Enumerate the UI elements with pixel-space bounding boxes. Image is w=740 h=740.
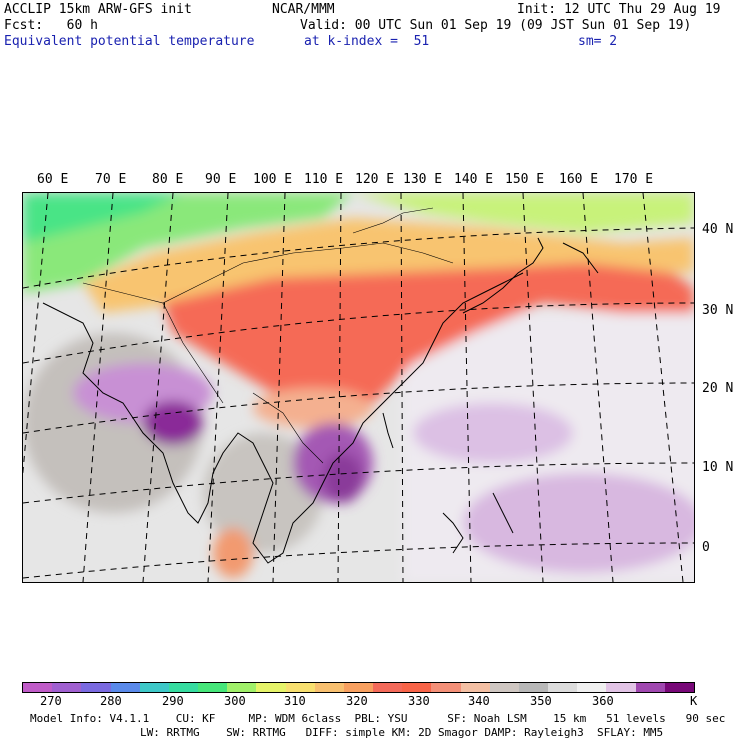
model-info-line2: LW: RRTMG SW: RRTMG DIFF: simple KM: 2D … xyxy=(140,726,664,739)
lon-label: 120 E xyxy=(355,172,395,187)
colorbar-swatch xyxy=(314,683,344,692)
colorbar-tick: 330 xyxy=(408,694,430,708)
lat-label: 40 N xyxy=(702,222,734,237)
colorbar-swatch xyxy=(256,683,286,692)
colorbar-tick: 320 xyxy=(346,694,368,708)
colorbar-swatch xyxy=(460,683,490,692)
colorbar-tick: 310 xyxy=(284,694,306,708)
colorbar xyxy=(22,682,695,693)
colorbar-tick: 350 xyxy=(530,694,552,708)
model-title: ACCLIP 15km ARW-GFS init xyxy=(4,2,192,17)
colorbar-swatch xyxy=(81,683,111,692)
lon-label: 100 E xyxy=(253,172,293,187)
lat-label: 0 xyxy=(702,540,710,555)
colorbar-tick: 290 xyxy=(162,694,184,708)
colorbar-swatch xyxy=(110,683,140,692)
lon-label: 70 E xyxy=(95,172,127,187)
map-canvas xyxy=(23,193,694,582)
level-label: at k-index = 51 xyxy=(304,34,430,49)
colorbar-swatch xyxy=(606,683,636,692)
lon-label: 170 E xyxy=(614,172,654,187)
colorbar-swatch xyxy=(139,683,169,692)
field-name: Equivalent potential temperature xyxy=(4,34,255,49)
longitude-labels: 60 E 70 E 80 E 90 E 100 E 110 E 120 E 13… xyxy=(0,172,740,188)
colorbar-unit: K xyxy=(690,694,698,708)
colorbar-swatch xyxy=(285,683,315,692)
lon-label: 90 E xyxy=(205,172,237,187)
forecast-hour: Fcst: 60 h xyxy=(4,18,98,33)
colorbar-swatch xyxy=(52,683,82,692)
borders xyxy=(82,207,454,464)
colorbar-tick: 340 xyxy=(468,694,490,708)
colorbar-tick: 270 xyxy=(40,694,62,708)
colorbar-swatch xyxy=(23,683,53,692)
lon-label: 140 E xyxy=(454,172,494,187)
colorbar-swatch xyxy=(431,683,461,692)
colorbar-swatch xyxy=(489,683,519,692)
colorbar-swatch xyxy=(548,683,578,692)
lon-label: 80 E xyxy=(152,172,184,187)
coastlines xyxy=(42,237,599,564)
lon-label: 60 E xyxy=(37,172,69,187)
field-shading xyxy=(23,193,694,582)
init-time: Init: 12 UTC Thu 29 Aug 19 xyxy=(517,2,721,17)
lon-label: 110 E xyxy=(304,172,344,187)
colorbar-swatch xyxy=(198,683,228,692)
colorbar-swatch xyxy=(635,683,665,692)
lat-label: 30 N xyxy=(702,303,734,318)
colorbar-swatch xyxy=(518,683,549,692)
theta-e-map xyxy=(22,192,695,583)
model-info-line1: Model Info: V4.1.1 CU: KF MP: WDM 6class… xyxy=(30,712,726,725)
lat-label: 10 N xyxy=(702,460,734,475)
institution-label: NCAR/MMM xyxy=(272,2,335,17)
lon-label: 160 E xyxy=(559,172,599,187)
lat-label: 20 N xyxy=(702,381,734,396)
colorbar-tick: 360 xyxy=(592,694,614,708)
smoothing-label: sm= 2 xyxy=(578,34,618,49)
colorbar-swatch xyxy=(227,683,257,692)
colorbar-swatch xyxy=(373,683,403,692)
colorbar-swatch xyxy=(577,683,607,692)
colorbar-swatch xyxy=(664,683,694,692)
colorbar-tick: 300 xyxy=(224,694,246,708)
colorbar-swatch xyxy=(402,683,432,692)
graticule xyxy=(23,193,694,582)
colorbar-swatch xyxy=(343,683,374,692)
valid-time: Valid: 00 UTC Sun 01 Sep 19 (09 JST Sun … xyxy=(300,18,692,33)
colorbar-swatch xyxy=(168,683,199,692)
lon-label: 150 E xyxy=(505,172,545,187)
lon-label: 130 E xyxy=(403,172,443,187)
colorbar-tick: 280 xyxy=(100,694,122,708)
